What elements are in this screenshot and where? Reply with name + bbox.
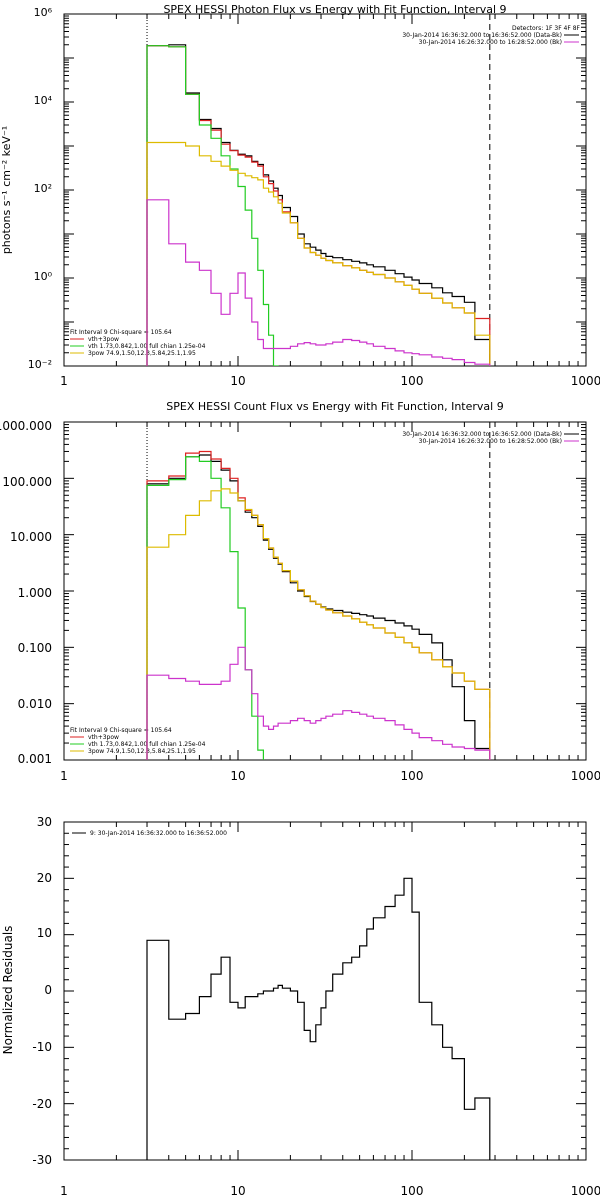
count-legend-entry-data: 30-Jan-2014 16:36:32.000 to 16:36:52.000…	[402, 431, 562, 438]
count-series-line-0	[146, 454, 491, 760]
chart-marks	[63, 13, 587, 1161]
photon-series-line-4	[146, 199, 491, 366]
residuals-xtick-labels: 1 10 100 1000	[60, 1184, 600, 1198]
photon-ytick-label: 10⁰	[34, 270, 53, 283]
photon-legend-entry-data: 30-Jan-2014 16:36:32.000 to 16:36:52.000…	[402, 32, 562, 39]
count-legend-top-right: 30-Jan-2014 16:36:32.000 to 16:36:52.000…	[402, 431, 579, 445]
residuals-legend: 9: 30-Jan-2014 16:36:32.000 to 16:36:52.…	[72, 830, 227, 837]
residuals-ytick-label: 10	[37, 926, 52, 940]
residuals-ylabel: Normalized Residuals	[1, 926, 15, 1055]
count-fit-entry-vth3pow: vth+3pow	[88, 734, 119, 741]
photon-ytick-label: 10⁶	[34, 6, 53, 19]
photon-legend-entry-bk: 30-Jan-2014 16:26:32.000 to 16:28:52.000…	[419, 39, 562, 46]
photon-xtick-label: 1000	[571, 374, 600, 388]
count-fit-header: Fit Interval 9 Chi-square = 105.64	[70, 727, 172, 734]
count-legend-entry-bk: 30-Jan-2014 16:26:32.000 to 16:28:52.000…	[419, 438, 562, 445]
residuals-frame	[63, 821, 587, 1161]
residuals-ytick-label: 0	[44, 983, 52, 997]
count-ytick-label: 1.000	[18, 586, 52, 600]
count-series-line-3	[146, 488, 491, 760]
residuals-ytick-label: -10	[32, 1040, 52, 1054]
photon-xtick-label: 1	[60, 374, 68, 388]
residuals-ytick-label: -30	[32, 1153, 52, 1167]
count-series-line-4	[146, 646, 491, 760]
photon-title: SPEX HESSI Photon Flux vs Energy with Fi…	[163, 3, 506, 16]
photon-ytick-label: 10⁻²	[28, 358, 52, 371]
photon-legend-header: Detectors: 1F 3F 4F 8F	[512, 25, 581, 32]
residuals-xtick-label: 100	[401, 1184, 424, 1198]
count-xtick-label: 1	[60, 769, 68, 783]
count-ytick-labels: 1000.000 100.000 10.000 1.000 0.100 0.01…	[0, 419, 52, 766]
residuals-ytick-label: -20	[32, 1097, 52, 1111]
residuals-panel: Normalized Residuals 30 20 10 0 -10 -20 …	[1, 815, 600, 1198]
photon-plot	[63, 13, 587, 367]
photon-xtick-label: 10	[230, 374, 245, 388]
photon-fit-entry-vth3pow: vth+3pow	[88, 336, 119, 343]
residuals-plot	[63, 821, 587, 1161]
photon-series-line-0	[146, 44, 491, 366]
count-ytick-label: 0.010	[18, 697, 52, 711]
photon-legend-top-right: Detectors: 1F 3F 4F 8F 30-Jan-2014 16:36…	[402, 25, 580, 46]
count-ytick-label: 10.000	[10, 530, 52, 544]
residuals-legend-entry: 9: 30-Jan-2014 16:36:32.000 to 16:36:52.…	[90, 830, 227, 837]
photon-fit-header: Fit Interval 9 Chi-square = 105.64	[70, 329, 172, 336]
photon-ytick-label: 10⁴	[34, 94, 53, 107]
photon-flux-panel: SPEX HESSI Photon Flux vs Energy with Fi…	[0, 3, 600, 388]
count-series-line-2	[146, 456, 264, 760]
count-ytick-label: 0.100	[18, 641, 52, 655]
count-xtick-label: 10	[230, 769, 245, 783]
count-series-group	[146, 450, 491, 760]
photon-series-line-3	[146, 141, 491, 366]
residuals-ytick-label: 20	[37, 871, 52, 885]
count-flux-panel: SPEX HESSI Count Flux vs Energy with Fit…	[0, 400, 600, 783]
residuals-xtick-label: 1000	[571, 1184, 600, 1198]
residuals-ytick-labels: 30 20 10 0 -10 -20 -30	[32, 815, 52, 1167]
count-xtick-label: 1000	[571, 769, 600, 783]
photon-xtick-labels: 1 10 100 1000	[60, 374, 600, 388]
photon-frame	[63, 13, 587, 367]
photon-ylabel: photons s⁻¹ cm⁻² keV⁻¹	[0, 126, 13, 254]
count-plot	[63, 421, 587, 761]
count-ytick-label: 100.000	[2, 475, 52, 489]
residuals-series-group	[146, 877, 491, 1160]
count-fit-entry-3pow: 3pow 74.9,1.50,12.3,5.84,25.1,1.95	[88, 748, 196, 755]
residuals-series-line-0	[146, 877, 491, 1160]
count-ytick-label: 0.001	[18, 752, 52, 766]
photon-ytick-labels: 10⁶ 10⁴ 10² 10⁰ 10⁻²	[28, 6, 53, 371]
residuals-xtick-label: 10	[230, 1184, 245, 1198]
count-xtick-label: 100	[401, 769, 424, 783]
photon-series-group	[146, 44, 491, 366]
photon-ytick-label: 10²	[34, 182, 52, 195]
count-ytick-label: 1000.000	[0, 419, 52, 433]
photon-series-line-1	[146, 45, 491, 366]
count-legend-bottom-left: Fit Interval 9 Chi-square = 105.64 vth+3…	[70, 727, 206, 755]
residuals-ytick-label: 30	[37, 815, 52, 829]
photon-series-line-2	[146, 45, 279, 366]
photon-legend-bottom-left: Fit Interval 9 Chi-square = 105.64 vth+3…	[70, 329, 206, 357]
photon-fit-entry-3pow: 3pow 74.9,1.50,12.3,5.84,25.1,1.95	[88, 350, 196, 357]
count-title: SPEX HESSI Count Flux vs Energy with Fit…	[166, 400, 503, 413]
count-xtick-labels: 1 10 100 1000	[60, 769, 600, 783]
residuals-xtick-label: 1	[60, 1184, 68, 1198]
count-frame	[63, 421, 587, 761]
photon-xtick-label: 100	[401, 374, 424, 388]
